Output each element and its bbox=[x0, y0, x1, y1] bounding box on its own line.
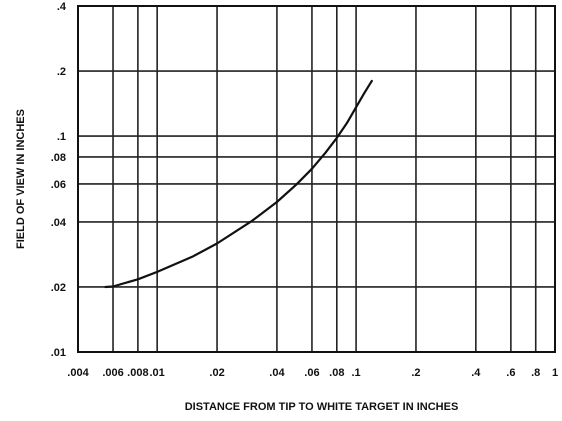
plot-frame bbox=[77, 5, 556, 353]
y-tick-label: .4 bbox=[57, 1, 67, 13]
x-tick-label: .6 bbox=[506, 367, 515, 379]
x-tick-label: .02 bbox=[209, 367, 224, 379]
x-tick-label: .006 bbox=[102, 367, 123, 379]
y-tick-label: .01 bbox=[51, 347, 66, 359]
series-line bbox=[104, 79, 373, 289]
series-layer bbox=[104, 79, 373, 289]
y-tick-label: .08 bbox=[51, 152, 66, 164]
x-tick-label: .01 bbox=[150, 367, 165, 379]
tick-labels: .004.006.008.01.02.04.06.08.1.2.4.6.8 1.0… bbox=[51, 1, 558, 379]
y-tick-label: .04 bbox=[51, 217, 67, 229]
x-tick-label: .008 bbox=[127, 367, 148, 379]
x-tick-label: .2 bbox=[411, 367, 420, 379]
x-tick-label: .1 bbox=[351, 367, 360, 379]
x-tick-label: .06 bbox=[304, 367, 319, 379]
y-axis-title: FIELD OF VIEW IN INCHES bbox=[15, 109, 27, 249]
x-tick-label: .004 bbox=[67, 367, 89, 379]
x-tick-label: .8 bbox=[531, 367, 540, 379]
grid bbox=[77, 5, 556, 353]
x-tick-label: 1 bbox=[552, 367, 558, 379]
y-tick-label: .06 bbox=[51, 179, 66, 191]
y-tick-label: .02 bbox=[51, 282, 66, 294]
x-tick-label: .08 bbox=[329, 367, 344, 379]
y-tick-label: .1 bbox=[57, 131, 66, 143]
x-axis-title: DISTANCE FROM TIP TO WHITE TARGET IN INC… bbox=[185, 401, 459, 413]
x-tick-label: .04 bbox=[269, 367, 285, 379]
x-tick-label: .4 bbox=[471, 367, 481, 379]
y-tick-label: .2 bbox=[57, 66, 66, 78]
